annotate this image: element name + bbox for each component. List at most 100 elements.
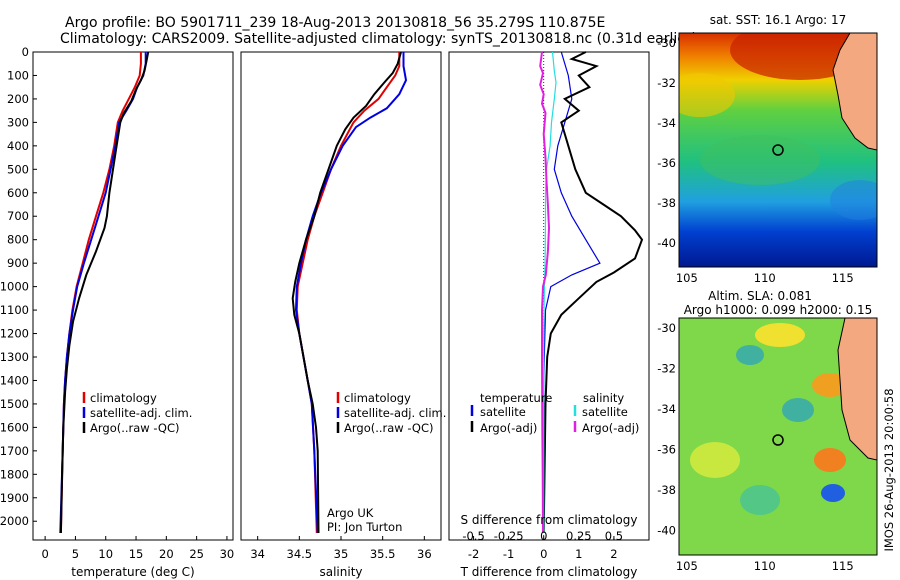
legend-label-temp-satellite: satellite: [480, 405, 526, 419]
depth-ytick-label: 2000: [0, 514, 29, 528]
depth-ytick-label: 900: [7, 256, 29, 270]
sst-yellow-patch: [679, 73, 735, 117]
sla-patch-5: [782, 398, 814, 422]
sst-map-xtick-label: 105: [676, 271, 698, 285]
sst-map-ytick-label: -34: [657, 116, 676, 130]
temperature-xtick-label: 20: [159, 547, 174, 561]
difference-xtick-label: 2: [610, 547, 617, 561]
difference-series-temperature-satellite: [543, 51, 601, 533]
salinity-plot-frame: [240, 51, 442, 541]
depth-ytick-label: 1400: [0, 373, 29, 387]
depth-ytick-label: 300: [7, 115, 29, 129]
depth-ytick-label: 1800: [0, 467, 29, 481]
depth-ytick-label: 400: [7, 139, 29, 153]
temperature-xtick-label: 30: [220, 547, 235, 561]
temperature-series-argo-raw-qc-: [59, 51, 150, 534]
sla-map-ytick-label: -36: [657, 443, 676, 457]
sla-patch-1: [755, 323, 805, 347]
sla-map-ytick-label: -34: [657, 402, 676, 416]
difference-xtick-label: -1: [503, 547, 514, 561]
difference-legend: temperature salinity satellite Argo(-adj…: [470, 391, 639, 435]
legend-label-climatology: climatology: [344, 391, 411, 405]
sla-map-xtick-label: 115: [832, 559, 854, 573]
argo-note-line1: Argo UK: [327, 506, 374, 520]
legend-title-salinity: salinity: [583, 391, 624, 405]
legend-label-argo: Argo(..raw -QC): [344, 421, 434, 435]
header-line2: Climatology: CARS2009. Satellite-adjuste…: [60, 31, 697, 47]
sla-map-title2: Argo h1000: 0.099 h2000: 0.15: [684, 303, 873, 317]
sla-patch-3: [814, 448, 846, 472]
depth-ytick-label: 1900: [0, 491, 29, 505]
salinity-legend: climatology satellite-adj. clim. Argo(..…: [336, 391, 446, 435]
sla-map-title1: Altim. SLA: 0.081: [708, 289, 812, 303]
salinity-xtick-label: 35: [334, 547, 349, 561]
depth-ytick-label: 1200: [0, 327, 29, 341]
sst-argo-marker: [772, 144, 784, 156]
difference-xtick-label: -2: [468, 547, 479, 561]
temperature-legend: climatology satellite-adj. clim. Argo(..…: [82, 391, 192, 435]
difference-top-tick-label: -0.5: [462, 529, 484, 543]
depth-ytick-label: 700: [7, 209, 29, 223]
depth-ytick-label: 0: [22, 45, 29, 59]
legend-label-sal-argo: Argo(-adj): [582, 421, 639, 435]
sla-argo-marker: [772, 434, 784, 446]
difference-top-label: S difference from climatology: [461, 513, 638, 527]
depth-ytick-label: 500: [7, 162, 29, 176]
depth-ytick-label: 1300: [0, 350, 29, 364]
difference-xlabel: T difference from climatology: [460, 565, 638, 579]
temperature-xtick-label: 5: [72, 547, 79, 561]
sla-patch-6: [821, 484, 845, 502]
legend-label-argo: Argo(..raw -QC): [90, 421, 180, 435]
depth-ytick-label: 1500: [0, 397, 29, 411]
legend-label-satellite: satellite-adj. clim.: [90, 406, 192, 420]
salinity-xtick-label: 34: [250, 547, 265, 561]
legend-label-satellite: satellite-adj. clim.: [344, 406, 446, 420]
temperature-xtick-label: 10: [98, 547, 113, 561]
depth-ytick-label: 200: [7, 92, 29, 106]
difference-top-tick-label: 0.25: [566, 529, 592, 543]
sst-map-title: sat. SST: 16.1 Argo: 17: [710, 13, 847, 27]
sla-patch-7: [690, 442, 740, 478]
sla-land: [837, 318, 877, 461]
salinity-xtick-label: 34.5: [287, 547, 313, 561]
sst-map-ytick-label: -36: [657, 156, 676, 170]
argo-note-line2: PI: Jon Turton: [327, 520, 402, 534]
difference-top-tick-label: 0.5: [605, 529, 623, 543]
temperature-xtick-label: 0: [41, 547, 48, 561]
difference-top-tick-label: -0.25: [494, 529, 524, 543]
depth-ytick-label: 600: [7, 186, 29, 200]
sst-map-frame: [678, 32, 878, 268]
salinity-xtick-label: 36: [417, 547, 432, 561]
sst-map: [679, 33, 877, 267]
salinity-xtick-label: 35.5: [370, 547, 396, 561]
sla-patch-4: [736, 345, 764, 365]
temperature-xlabel: temperature (deg C): [71, 565, 194, 579]
sst-map-xtick-label: 110: [754, 271, 776, 285]
sla-map-xtick-label: 110: [754, 559, 776, 573]
sst-green-patch: [700, 135, 820, 185]
legend-label-climatology: climatology: [90, 391, 157, 405]
salinity-xlabel: salinity: [319, 565, 362, 579]
sla-map-xtick-label: 105: [676, 559, 698, 573]
legend-label-sal-satellite: satellite: [582, 405, 628, 419]
legend-title-temperature: temperature: [480, 391, 552, 405]
temperature-xtick-label: 15: [129, 547, 144, 561]
sla-map-ytick-label: -32: [657, 362, 676, 376]
salinity-series-argo-raw-qc-: [291, 51, 402, 534]
side-timestamp: IMOS 26-Aug-2013 20:00:58: [882, 388, 896, 551]
sla-map-frame: [678, 317, 878, 556]
legend-label-temp-argo: Argo(-adj): [480, 421, 537, 435]
depth-ytick-label: 1100: [0, 303, 29, 317]
sst-map-ytick-label: -38: [657, 196, 676, 210]
sst-land: [832, 33, 877, 151]
sst-map-ytick-label: -32: [657, 76, 676, 90]
sla-map-ytick-label: -40: [657, 524, 676, 538]
depth-ytick-label: 800: [7, 233, 29, 247]
difference-series-salinity-argo-adj-: [539, 51, 551, 534]
sst-map-ytick-label: -40: [657, 236, 676, 250]
depth-ytick-label: 1700: [0, 444, 29, 458]
difference-top-tick-label: 0: [540, 529, 547, 543]
header-line1: Argo profile: BO 5901711_239 18-Aug-2013…: [65, 15, 605, 31]
sst-blue-patch: [830, 180, 877, 220]
